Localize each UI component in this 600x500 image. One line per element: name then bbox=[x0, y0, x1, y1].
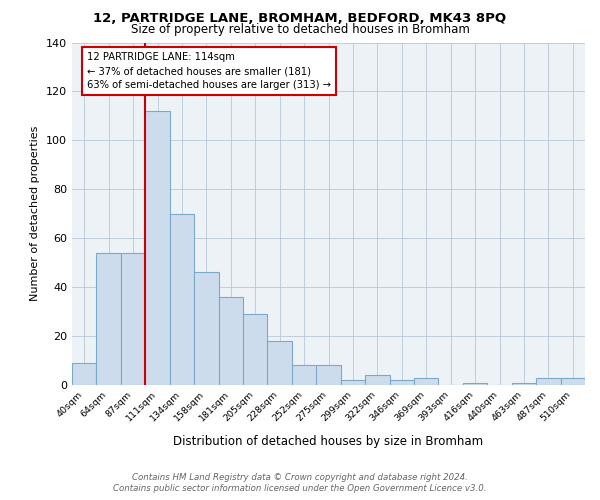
Bar bbox=[316, 366, 341, 385]
Bar bbox=[341, 380, 365, 385]
Text: 12, PARTRIDGE LANE, BROMHAM, BEDFORD, MK43 8PQ: 12, PARTRIDGE LANE, BROMHAM, BEDFORD, MK… bbox=[94, 12, 506, 26]
Bar bbox=[218, 297, 243, 385]
Bar bbox=[194, 272, 218, 385]
X-axis label: Distribution of detached houses by size in Bromham: Distribution of detached houses by size … bbox=[173, 434, 484, 448]
Text: Contains HM Land Registry data © Crown copyright and database right 2024.: Contains HM Land Registry data © Crown c… bbox=[132, 472, 468, 482]
Bar bbox=[560, 378, 585, 385]
Bar bbox=[243, 314, 268, 385]
Bar bbox=[512, 382, 536, 385]
Bar bbox=[145, 111, 170, 385]
Bar bbox=[389, 380, 414, 385]
Bar bbox=[72, 363, 97, 385]
Text: Contains public sector information licensed under the Open Government Licence v3: Contains public sector information licen… bbox=[113, 484, 487, 493]
Bar bbox=[414, 378, 439, 385]
Bar bbox=[463, 382, 487, 385]
Bar bbox=[268, 341, 292, 385]
Y-axis label: Number of detached properties: Number of detached properties bbox=[31, 126, 40, 302]
Bar bbox=[536, 378, 560, 385]
Bar bbox=[365, 375, 389, 385]
Text: Size of property relative to detached houses in Bromham: Size of property relative to detached ho… bbox=[131, 22, 469, 36]
Bar bbox=[121, 253, 145, 385]
Bar bbox=[292, 366, 316, 385]
Bar bbox=[170, 214, 194, 385]
Bar bbox=[97, 253, 121, 385]
Text: 12 PARTRIDGE LANE: 114sqm
← 37% of detached houses are smaller (181)
63% of semi: 12 PARTRIDGE LANE: 114sqm ← 37% of detac… bbox=[86, 52, 331, 90]
